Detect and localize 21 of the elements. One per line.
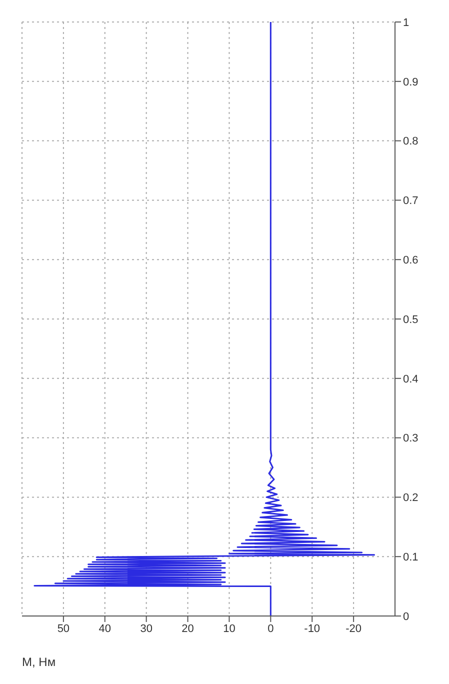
y-tick-label: 0.2 xyxy=(403,492,418,504)
y-tick-label: 0.6 xyxy=(403,254,418,267)
y-tick-label: 0.7 xyxy=(403,195,418,208)
y-tick-label: 0.9 xyxy=(403,76,418,88)
x-tick-label: 40 xyxy=(98,622,112,635)
x-tick-label: 0 xyxy=(268,622,274,635)
y-tick-label: 0.3 xyxy=(403,432,418,445)
y-tick-label: 0.5 xyxy=(403,314,418,326)
y-tick-label: 1 xyxy=(403,16,410,29)
x-axis-title: M, Нм xyxy=(22,655,56,669)
x-tick-label: 50 xyxy=(57,622,70,635)
y-tick-label: 0.1 xyxy=(403,552,418,564)
y-tick-label: 0.4 xyxy=(403,373,418,386)
x-tick-label: 10 xyxy=(223,622,236,635)
line-series xyxy=(34,22,376,616)
x-tick-label: -20 xyxy=(346,622,362,635)
y-tick-label: 0 xyxy=(403,610,410,623)
x-tick-label: 30 xyxy=(140,622,152,635)
y-tick-label: 0.8 xyxy=(403,136,418,148)
x-tick-label: -10 xyxy=(304,622,320,635)
x-tick-label: 20 xyxy=(182,622,194,635)
